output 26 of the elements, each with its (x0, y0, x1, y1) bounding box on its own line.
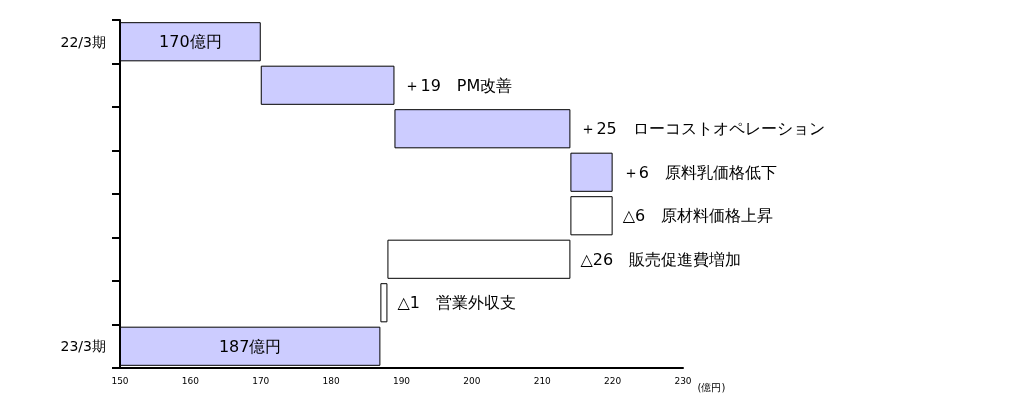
data-label: ＋19 PM改善 (404, 75, 513, 95)
data-label: 187億円 (218, 336, 282, 356)
x-tick-label: 210 (533, 375, 552, 386)
bar (387, 239, 571, 279)
y-tick-label: 22/3期 (60, 33, 106, 50)
x-tick-label: 170 (252, 375, 270, 386)
bar (394, 109, 571, 149)
bar (570, 152, 613, 192)
x-axis-title: (億円) (697, 381, 726, 393)
x-tick-label: 180 (322, 375, 340, 386)
x-tick-label: 160 (181, 375, 200, 386)
bar (260, 65, 395, 105)
x-tick-label: 200 (463, 375, 481, 386)
x-tick-label: 230 (674, 375, 692, 386)
y-tick-label: 23/3期 (60, 338, 106, 355)
bar (380, 283, 388, 323)
data-label: △1 営業外収支 (397, 293, 516, 313)
x-tick-label: 190 (392, 375, 411, 386)
x-tick-label: 220 (604, 375, 622, 386)
data-label: ＋25 ローコストオペレーション (580, 119, 825, 139)
data-label: △6 原材料価格上昇 (622, 206, 774, 226)
x-tick-label: 150 (111, 375, 129, 386)
bar (570, 196, 613, 236)
data-label: ＋6 原料乳価格低下 (622, 162, 777, 182)
data-label: △26 販売促進費増加 (580, 249, 742, 269)
data-label: 170億円 (159, 32, 222, 52)
